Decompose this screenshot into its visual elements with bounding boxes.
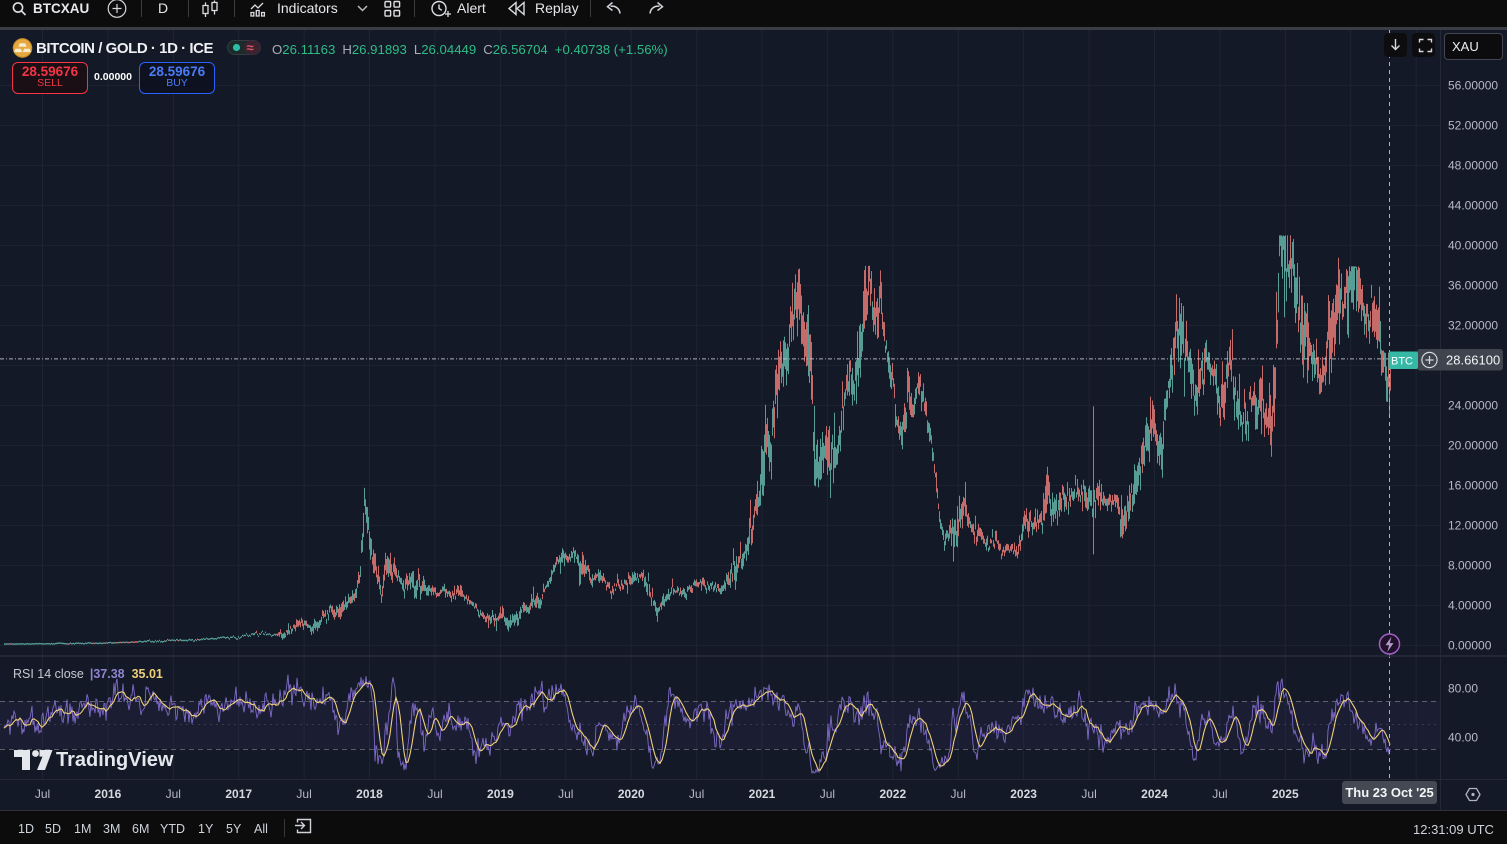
- svg-text:24.00000: 24.00000: [1448, 398, 1498, 412]
- svg-text:32.00000: 32.00000: [1448, 318, 1498, 332]
- svg-text:2018: 2018: [356, 787, 383, 801]
- svg-text:Jul: Jul: [820, 787, 835, 801]
- svg-text:Jul: Jul: [689, 787, 704, 801]
- svg-text:Jul: Jul: [35, 787, 50, 801]
- svg-text:20.00000: 20.00000: [1448, 438, 1498, 452]
- svg-text:2016: 2016: [95, 787, 122, 801]
- svg-text:2020: 2020: [618, 787, 645, 801]
- svg-text:8.00000: 8.00000: [1448, 558, 1492, 572]
- svg-text:2022: 2022: [879, 787, 906, 801]
- svg-text:16.00000: 16.00000: [1448, 478, 1498, 492]
- svg-text:36.00000: 36.00000: [1448, 278, 1498, 292]
- svg-text:2024: 2024: [1141, 787, 1168, 801]
- svg-text:Jul: Jul: [951, 787, 966, 801]
- svg-text:4.00000: 4.00000: [1448, 598, 1492, 612]
- svg-text:BTC: BTC: [1391, 356, 1413, 368]
- svg-text:52.00000: 52.00000: [1448, 118, 1498, 132]
- svg-text:2021: 2021: [749, 787, 776, 801]
- svg-text:2023: 2023: [1010, 787, 1037, 801]
- svg-text:Jul: Jul: [558, 787, 573, 801]
- svg-text:0.00000: 0.00000: [1448, 638, 1492, 652]
- svg-text:Jul: Jul: [427, 787, 442, 801]
- svg-text:40.00: 40.00: [1448, 731, 1478, 745]
- svg-text:2025: 2025: [1272, 787, 1299, 801]
- svg-text:48.00000: 48.00000: [1448, 158, 1498, 172]
- svg-text:Thu 23 Oct '25: Thu 23 Oct '25: [1345, 785, 1433, 800]
- svg-text:80.00: 80.00: [1448, 682, 1478, 696]
- svg-text:56.00000: 56.00000: [1448, 78, 1498, 92]
- svg-text:Jul: Jul: [1212, 787, 1227, 801]
- svg-text:Jul: Jul: [296, 787, 311, 801]
- svg-text:12.00000: 12.00000: [1448, 518, 1498, 532]
- svg-text:2017: 2017: [225, 787, 252, 801]
- svg-text:≈: ≈: [247, 40, 254, 55]
- svg-text:40.00000: 40.00000: [1448, 238, 1498, 252]
- svg-text:Jul: Jul: [166, 787, 181, 801]
- svg-text:44.00000: 44.00000: [1448, 198, 1498, 212]
- svg-text:Jul: Jul: [1081, 787, 1096, 801]
- svg-text:28.66100: 28.66100: [1446, 353, 1500, 368]
- svg-text:2019: 2019: [487, 787, 514, 801]
